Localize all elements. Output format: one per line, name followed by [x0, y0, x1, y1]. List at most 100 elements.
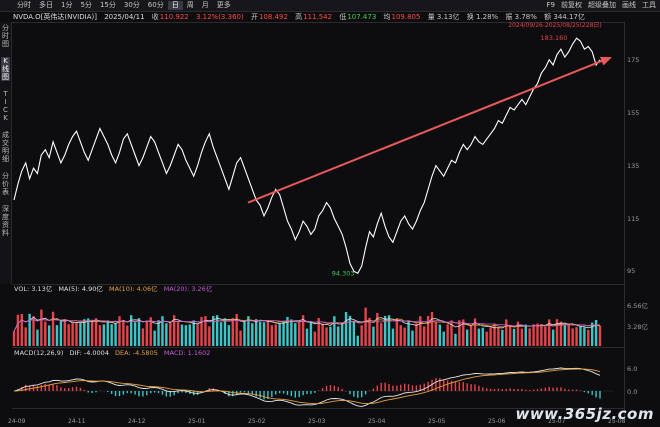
volume-bar	[317, 318, 320, 346]
low-label: 低	[339, 13, 347, 21]
volume-bar	[598, 325, 602, 346]
volume-bar	[360, 325, 363, 346]
tab-period[interactable]: 多日	[39, 1, 53, 9]
tab-period[interactable]: 分时	[17, 1, 31, 9]
volume-bar	[313, 331, 317, 346]
volume-bar	[380, 323, 383, 346]
tab-period[interactable]: 日	[167, 1, 183, 10]
volume-bar	[477, 328, 481, 346]
volume-bar	[67, 324, 70, 346]
volume-bar	[383, 316, 387, 346]
tab-period[interactable]: 60分	[147, 1, 164, 9]
volume-bar	[180, 324, 184, 346]
volume-bar	[587, 329, 590, 346]
sidebar-item[interactable]: 成交明细	[2, 131, 9, 163]
volume-bar	[208, 326, 211, 346]
volume-bar	[462, 319, 465, 346]
volume-bar	[55, 325, 59, 346]
open-label: 开	[250, 13, 258, 21]
volume-bar	[149, 317, 152, 346]
volume-bar	[137, 318, 141, 346]
toolbar-button[interactable]: 前复权	[561, 1, 582, 9]
volume-bar	[278, 323, 281, 346]
toolbar-button[interactable]: 超级叠加	[588, 1, 616, 9]
volume-bar	[235, 314, 238, 346]
tab-period[interactable]: 15分	[99, 1, 116, 9]
close-label: 收	[151, 13, 159, 21]
volume-bar	[528, 328, 531, 346]
period-tabs: 分时 多日 1分 5分 15分 30分 60分日周月更多	[13, 1, 235, 10]
sidebar-item[interactable]: 分时图	[2, 24, 9, 48]
tab-period[interactable]: 1分	[61, 1, 73, 9]
vol-tick: 6.56亿	[627, 302, 648, 310]
volume-bar	[215, 315, 219, 346]
volume-bar	[469, 325, 473, 346]
macd-tick: 0.0	[627, 388, 638, 396]
volume-bar	[512, 328, 516, 346]
open-price: 108.492	[258, 13, 288, 21]
volume-bar	[258, 321, 262, 346]
price-tick: 115	[627, 214, 640, 223]
volume-bar	[309, 321, 313, 346]
tab-period[interactable]: 周	[186, 1, 194, 9]
volume-bar	[516, 321, 520, 346]
volume-bar	[192, 320, 195, 346]
volume-bar	[540, 324, 543, 346]
macd-tick: 6.0	[627, 365, 638, 373]
volume-bar	[114, 323, 117, 346]
volume-bar	[110, 324, 113, 346]
volume-bar	[106, 320, 109, 346]
tab-period[interactable]: 5分	[80, 1, 92, 9]
macd-params: MACD(12,26,9)	[14, 349, 64, 357]
volume-bar	[395, 318, 399, 346]
volume-bar	[399, 325, 402, 346]
vol-ma10: MA(10): 4.06亿	[108, 285, 158, 293]
volume-bar	[442, 331, 445, 346]
max-label: 183.160	[541, 34, 568, 42]
vol-ma20: MA(20): 3.26亿	[163, 285, 213, 293]
close-price: 110.922	[159, 13, 189, 21]
quote-header: NVDA.O[英伟达(NVIDIA)] 2025/04/11 收110.922 …	[13, 12, 590, 22]
price-tick: 135	[627, 161, 640, 170]
tab-period[interactable]: 30分	[123, 1, 140, 9]
volume-bar	[102, 324, 106, 346]
x-tick: 25-07	[548, 418, 566, 425]
range-label: 2024/09/26-2025/08/25(228日)	[508, 22, 601, 29]
volume-bar	[290, 319, 293, 346]
high-label: 高	[295, 13, 303, 21]
volume-bar	[297, 322, 301, 346]
volume-bar	[411, 330, 414, 346]
volume-bar	[32, 316, 35, 346]
volume-bar	[481, 327, 484, 346]
toolbar-button[interactable]: F9	[546, 1, 555, 9]
volume-bar	[118, 316, 121, 346]
sidebar-item[interactable]: 深度资料	[2, 205, 9, 237]
min-label: 94.303	[332, 269, 355, 277]
volume-bar	[157, 320, 160, 346]
x-tick: 24-11	[68, 418, 86, 425]
volume-bar	[325, 327, 328, 346]
volume-bar	[169, 322, 172, 346]
volume-bar	[130, 315, 133, 346]
volume-bar	[184, 325, 188, 346]
volume-pane-header: VOL: 3.13亿 MA(5): 4.90亿 MA(10): 4.06亿 MA…	[14, 285, 216, 293]
macd-dif: DIF: -4.0004	[69, 349, 109, 357]
tab-period[interactable]: 月	[201, 1, 209, 9]
toolbar-button[interactable]: 画线	[622, 1, 636, 9]
macd-dea-line	[13, 368, 601, 405]
volume-bar	[188, 324, 191, 346]
volume-bar	[559, 321, 563, 346]
volume-bar	[47, 325, 51, 346]
sidebar-item[interactable]: 分价表	[2, 172, 9, 196]
volume-bar	[176, 322, 180, 346]
volume-bar	[274, 324, 277, 346]
toolbar-button[interactable]: 工具	[642, 1, 656, 9]
trend-arrow-line	[247, 59, 605, 204]
volume-bar	[548, 319, 551, 346]
volume-bar	[83, 319, 86, 346]
price-tick: 155	[627, 108, 640, 117]
tab-period[interactable]: 更多	[216, 1, 231, 9]
